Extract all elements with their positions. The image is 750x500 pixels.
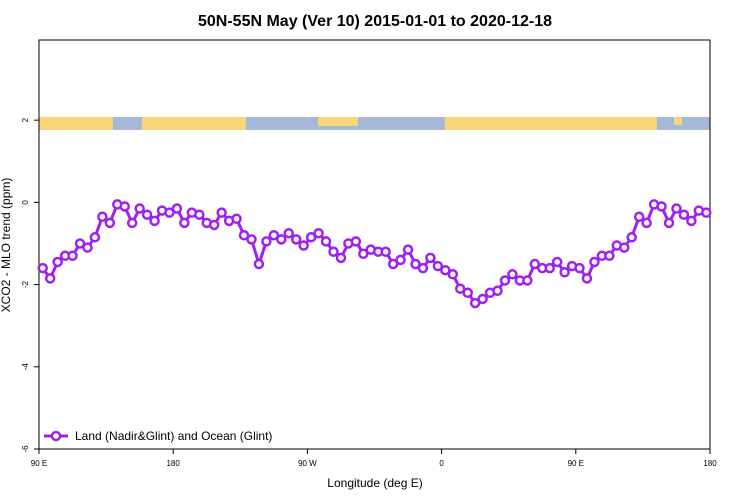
data-point — [261, 236, 272, 247]
data-point — [701, 207, 712, 218]
data-point — [402, 244, 414, 255]
land-ocean-strip — [39, 117, 710, 130]
land-band — [142, 117, 246, 130]
data-point — [134, 203, 145, 214]
data-point — [290, 234, 302, 245]
data-point — [74, 238, 86, 249]
data-point — [208, 219, 220, 231]
legend-label: Land (Nadir&Glint) and Ocean (Glint) — [75, 429, 272, 443]
data-point — [246, 234, 257, 245]
data-point — [604, 250, 615, 262]
x-tick-label: 90 E — [31, 459, 47, 468]
data-point — [268, 230, 280, 241]
data-point — [350, 236, 362, 247]
data-point — [432, 260, 444, 272]
plot-frame — [38, 39, 711, 450]
data-point — [633, 211, 645, 223]
x-tick-label: 180 — [703, 459, 717, 468]
y-axis-label: XCO2 - MLO trend (ppm) — [0, 178, 13, 313]
data-point — [97, 211, 108, 223]
data-point — [89, 232, 101, 243]
data-point — [581, 273, 593, 284]
data-point — [440, 264, 451, 276]
data-point — [626, 232, 637, 243]
data-point — [37, 262, 48, 274]
data-point — [574, 262, 585, 274]
data-point — [507, 269, 518, 280]
x-tick-label: 90 W — [298, 459, 317, 468]
data-point — [477, 293, 488, 305]
data-point — [469, 297, 481, 309]
data-point — [492, 285, 503, 296]
data-point — [559, 266, 570, 278]
chart-title: 50N-55N May (Ver 10) 2015-01-01 to 2020-… — [198, 13, 552, 30]
x-axis-label: Longitude (deg E) — [327, 476, 422, 490]
data-point — [52, 256, 63, 268]
land-band — [318, 117, 358, 126]
x-tick-label: 0 — [439, 459, 444, 468]
data-point — [462, 287, 473, 299]
data-point — [179, 217, 190, 229]
x-tick-label: 180 — [167, 459, 181, 468]
data-point — [529, 258, 541, 270]
data-point — [358, 248, 369, 259]
data-point — [149, 215, 160, 227]
data-point — [656, 201, 667, 212]
data-point — [447, 269, 459, 280]
y-tick-label: -4 — [21, 363, 30, 371]
data-point — [238, 230, 250, 241]
data-point — [499, 275, 511, 286]
data-point — [313, 227, 324, 239]
data-point — [194, 209, 205, 220]
land-band — [674, 117, 682, 125]
data-point — [641, 217, 652, 229]
data-point — [335, 252, 347, 264]
data-point — [522, 275, 533, 286]
y-tick-label: -2 — [21, 280, 30, 288]
data-point — [126, 217, 138, 229]
data-point — [283, 227, 295, 239]
data-point — [298, 240, 309, 251]
data-point — [164, 207, 175, 218]
data-point — [544, 262, 555, 274]
data-point — [663, 217, 675, 229]
data-point — [417, 262, 429, 274]
data-point — [44, 273, 56, 284]
y-tick-label: 0 — [21, 200, 30, 205]
data-point — [231, 213, 242, 225]
data-point — [141, 209, 153, 220]
data-point — [328, 246, 339, 257]
data-point — [104, 217, 116, 229]
x-tick-label: 90 E — [568, 459, 584, 468]
data-point — [454, 283, 466, 294]
data-point — [171, 203, 183, 214]
y-tick-label: -6 — [21, 445, 30, 453]
data-point — [253, 258, 265, 270]
data-point — [305, 232, 317, 243]
data-point — [387, 258, 399, 270]
land-band — [39, 117, 113, 130]
data-point — [216, 207, 227, 218]
data-point — [686, 215, 697, 227]
data-point — [67, 250, 78, 262]
data-point — [410, 258, 421, 270]
data-point — [678, 209, 690, 220]
y-tick-label: 2 — [21, 117, 30, 122]
data-point — [619, 242, 630, 253]
data-point — [551, 256, 563, 268]
data-point — [119, 201, 130, 212]
data-point — [380, 246, 391, 257]
data-point — [276, 234, 287, 245]
data-point — [82, 242, 93, 253]
legend-marker — [50, 430, 62, 442]
land-band — [445, 117, 657, 130]
data-point — [589, 256, 600, 268]
data-point — [395, 254, 406, 266]
data-point — [671, 203, 682, 214]
data-point — [320, 236, 332, 247]
data-point — [425, 252, 436, 264]
